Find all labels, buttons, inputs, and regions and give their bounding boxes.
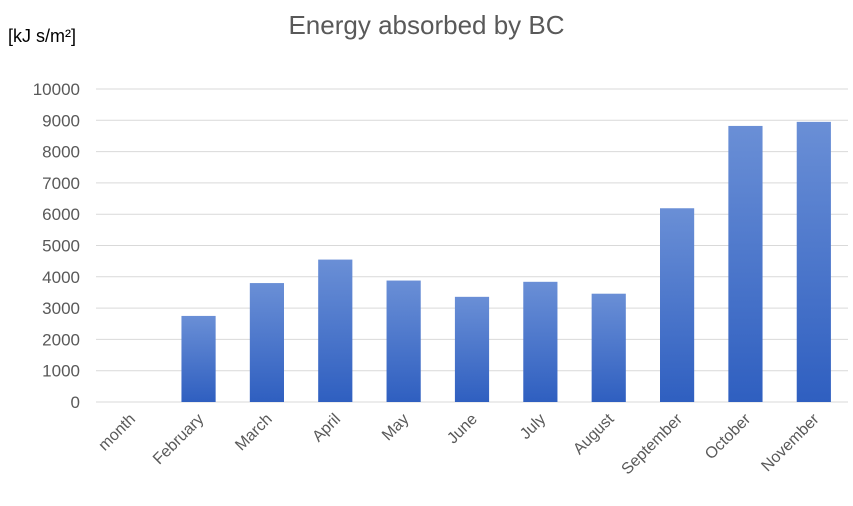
y-tick-label: 8000 bbox=[42, 143, 80, 162]
x-tick-label: June bbox=[444, 411, 481, 448]
x-tick-label: October bbox=[702, 410, 755, 463]
chart-title: Energy absorbed by BC bbox=[288, 10, 565, 40]
y-axis-label: [kJ s/m²] bbox=[8, 26, 76, 46]
y-tick-label: 5000 bbox=[42, 237, 80, 256]
y-tick-label: 6000 bbox=[42, 205, 80, 224]
bar-june bbox=[454, 296, 490, 402]
y-tick-label: 4000 bbox=[42, 268, 80, 287]
x-tick-label: August bbox=[570, 410, 618, 458]
y-tick-label: 9000 bbox=[42, 111, 80, 130]
x-tick-label: May bbox=[379, 411, 412, 444]
y-tick-label: 7000 bbox=[42, 174, 80, 193]
y-tick-labels: 0 1000 2000 3000 4000 5000 6000 7000 8000 9000 100… bbox=[33, 80, 80, 412]
bar-november bbox=[796, 121, 831, 403]
x-tick-label: April bbox=[309, 411, 344, 446]
x-tick-label: September bbox=[619, 410, 687, 478]
bar-may bbox=[386, 280, 421, 402]
x-tick-label: month bbox=[96, 411, 139, 454]
y-tick-label: 1000 bbox=[42, 362, 80, 381]
bar-april bbox=[318, 259, 353, 402]
x-tick-label: November bbox=[758, 410, 823, 475]
y-tick-label: 10000 bbox=[33, 80, 80, 99]
x-tick-label: July bbox=[517, 411, 549, 443]
bar-august bbox=[591, 293, 626, 402]
y-tick-label: 3000 bbox=[42, 299, 80, 318]
bars bbox=[181, 121, 831, 403]
bar-march bbox=[249, 283, 284, 402]
y-tick-label: 2000 bbox=[42, 330, 80, 349]
x-tick-label: February bbox=[150, 411, 207, 468]
bar-october bbox=[728, 125, 763, 403]
x-tick-label: March bbox=[232, 411, 275, 454]
bar-february bbox=[181, 315, 216, 402]
y-tick-label: 0 bbox=[71, 393, 80, 412]
bar-july bbox=[523, 281, 558, 402]
x-tick-labels: month February March April May June July August… bbox=[96, 410, 824, 478]
bar-september bbox=[660, 208, 695, 402]
